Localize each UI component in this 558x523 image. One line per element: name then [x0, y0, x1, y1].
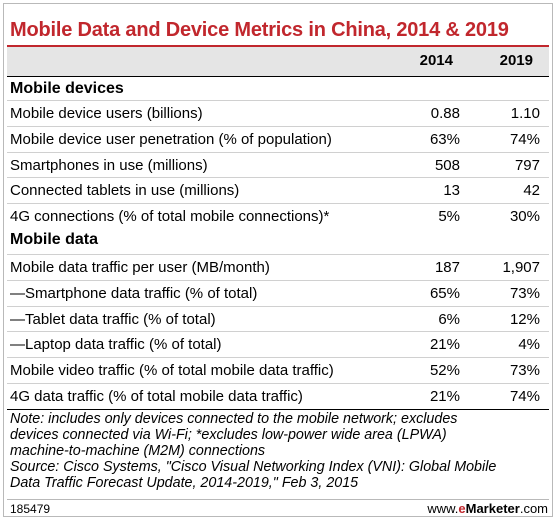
cell-value-2019: 1,907 — [502, 259, 540, 276]
row-divider — [7, 254, 549, 255]
table-row: Smartphones in use (millions) 508 797 — [7, 153, 549, 179]
table-row: —Tablet data traffic (% of total) 6% 12% — [7, 307, 549, 333]
row-label: Smartphones in use (millions) — [10, 156, 208, 174]
chart-id: 185479 — [10, 502, 51, 516]
table-row: Mobile video traffic (% of total mobile … — [7, 358, 549, 384]
table-row: 4G data traffic (% of total mobile data … — [7, 384, 549, 410]
cell-value-2014: 52% — [429, 362, 460, 380]
cell-value-2019: 73% — [509, 284, 540, 302]
brand-link[interactable]: www.eMarketer.com — [427, 501, 548, 516]
section-header: Mobile devices — [10, 80, 124, 97]
row-divider — [7, 100, 549, 101]
brand-name: Marketer — [465, 501, 520, 516]
cell-value-2014: 21% — [429, 336, 460, 354]
cell-value-2019: 30% — [509, 208, 540, 226]
table-row: Mobile device user penetration (% of pop… — [7, 127, 549, 153]
cell-value-2019: 797 — [514, 156, 540, 174]
table-row: Mobile data traffic per user (MB/month) 1… — [7, 255, 549, 281]
row-label: —Laptop data traffic (% of total) — [10, 336, 222, 354]
brand-e: e — [458, 501, 466, 516]
footer-rule — [7, 499, 549, 500]
row-label: Connected tablets in use (millions) — [10, 182, 240, 200]
row-divider — [7, 331, 549, 333]
row-divider — [7, 177, 549, 179]
cell-value-2019: 4% — [518, 336, 540, 354]
cell-value-2014: 187 — [434, 259, 460, 276]
cell-value-2019: 1.10 — [510, 105, 540, 122]
column-header-2019: 2019 — [499, 52, 533, 69]
section-header: Mobile data — [10, 231, 99, 248]
cell-value-2014: 5% — [438, 208, 460, 226]
cell-value-2014: 508 — [434, 156, 460, 174]
row-label: —Smartphone data traffic (% of total) — [10, 284, 258, 302]
table-row: Connected tablets in use (millions) 13 42 — [7, 178, 549, 204]
table-row: —Smartphone data traffic (% of total) 65%… — [7, 281, 549, 307]
chart-title: Mobile Data and Device Metrics in China,… — [10, 19, 509, 41]
cell-value-2014: 65% — [429, 284, 460, 302]
cell-value-2014: 21% — [429, 388, 460, 405]
row-label: Mobile device user penetration (% of pop… — [10, 130, 332, 148]
note-line: devices connected via Wi-Fi; *excludes l… — [10, 427, 447, 443]
brand-suffix: .com — [519, 501, 548, 516]
row-divider — [7, 305, 549, 307]
note-line: machine-to-machine (M2M) connections — [10, 443, 266, 459]
row-label: Mobile video traffic (% of total mobile … — [10, 362, 334, 380]
cell-value-2019: 73% — [509, 362, 540, 380]
table-bottom-rule — [7, 409, 549, 410]
note-line: Source: Cisco Systems, "Cisco Visual Net… — [10, 459, 497, 475]
row-divider — [7, 357, 549, 359]
title-rule — [7, 45, 549, 47]
chart-frame — [3, 3, 553, 517]
row-label: 4G connections (% of total mobile connec… — [10, 208, 330, 226]
cell-value-2014: 0.88 — [430, 105, 460, 122]
brand-prefix: www. — [427, 501, 459, 516]
source-note: Note: includes only devices connected to… — [10, 411, 545, 491]
cell-value-2014: 13 — [443, 182, 460, 200]
row-label: —Tablet data traffic (% of total) — [10, 310, 216, 328]
cell-value-2019: 12% — [509, 310, 540, 328]
cell-value-2014: 63% — [429, 130, 460, 148]
column-header-2014: 2014 — [419, 52, 453, 69]
cell-value-2019: 74% — [509, 388, 540, 405]
cell-value-2019: 42 — [523, 182, 540, 200]
header-rule — [7, 76, 549, 77]
note-line: Note: includes only devices connected to… — [10, 411, 458, 427]
row-label: Mobile device users (billions) — [10, 105, 203, 122]
cell-value-2019: 74% — [509, 130, 540, 148]
cell-value-2014: 6% — [438, 310, 460, 328]
row-divider — [7, 203, 549, 205]
table-row: —Laptop data traffic (% of total) 21% 4% — [7, 332, 549, 358]
note-line: Data Traffic Forecast Update, 2014-2019,… — [10, 475, 359, 491]
row-divider — [7, 383, 549, 384]
row-divider — [7, 125, 549, 127]
row-divider — [7, 151, 549, 153]
table-row: 4G connections (% of total mobile connec… — [7, 204, 549, 230]
row-divider — [7, 279, 549, 281]
table-row: Mobile device users (billions) 0.88 1.10 — [7, 101, 549, 127]
row-label: 4G data traffic (% of total mobile data … — [10, 388, 303, 405]
header-row — [7, 47, 549, 76]
row-label: Mobile data traffic per user (MB/month) — [10, 259, 270, 276]
